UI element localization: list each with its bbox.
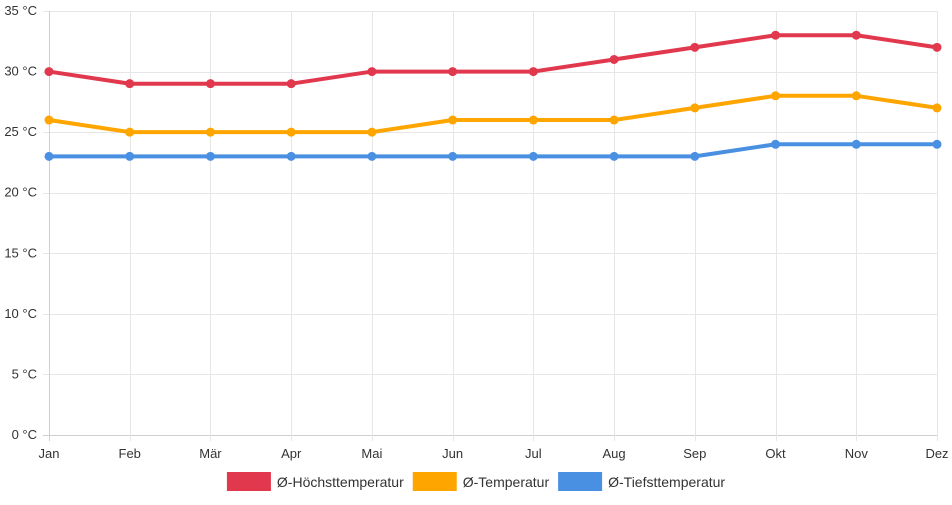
legend: Ø-Höchsttemperatur Ø-Temperatur Ø-Tiefstte… xyxy=(226,472,725,491)
data-point xyxy=(771,139,781,149)
data-point xyxy=(932,103,942,113)
y-tick-label: 35 °C xyxy=(4,3,37,18)
data-point xyxy=(125,79,135,89)
data-point xyxy=(205,79,215,89)
x-tick-label: Jan xyxy=(39,446,60,461)
data-point xyxy=(448,67,458,77)
data-point xyxy=(690,103,700,113)
axes: 0 °C 5 °C 10 °C 15 °C 20 °C 25 °C 30 °C 35 °C Ja… xyxy=(4,3,948,461)
x-tick-label: Okt xyxy=(765,446,786,461)
legend-label: Ø-Höchsttemperatur xyxy=(277,474,404,490)
x-tick-label: Dez xyxy=(925,446,948,461)
x-tick-label: Nov xyxy=(845,446,869,461)
x-tick-label: Mär xyxy=(199,446,222,461)
x-tick-label: Mai xyxy=(361,446,382,461)
data-point xyxy=(528,115,538,125)
data-point xyxy=(771,91,781,101)
data-point xyxy=(851,139,861,149)
series-Ø-Tiefsttemperatur xyxy=(44,139,942,161)
data-point xyxy=(609,115,619,125)
y-tick-label: 20 °C xyxy=(4,185,37,200)
y-tick-label: 30 °C xyxy=(4,64,37,79)
data-point xyxy=(448,115,458,125)
x-tick-label: Sep xyxy=(683,446,706,461)
series-line xyxy=(47,93,939,135)
series-line xyxy=(47,142,939,159)
data-point xyxy=(367,151,377,161)
data-point xyxy=(125,151,135,161)
data-point xyxy=(44,115,54,125)
data-point xyxy=(44,67,54,77)
data-point xyxy=(528,67,538,77)
data-point xyxy=(286,151,296,161)
y-tick-label: 25 °C xyxy=(4,124,37,139)
data-point xyxy=(851,91,861,101)
legend-item[interactable]: Ø-Höchsttemperatur xyxy=(226,472,404,491)
x-tick-label: Jun xyxy=(442,446,463,461)
data-point xyxy=(286,127,296,137)
data-point xyxy=(851,30,861,40)
y-tick-label: 5 °C xyxy=(12,366,37,381)
legend-item[interactable]: Ø-Temperatur xyxy=(412,472,550,491)
x-tick-label: Apr xyxy=(281,446,302,461)
legend-item[interactable]: Ø-Tiefsttemperatur xyxy=(558,472,725,491)
data-point xyxy=(609,151,619,161)
grid xyxy=(43,11,938,441)
x-tick-label: Jul xyxy=(525,446,542,461)
series-Ø-Höchsttemperatur xyxy=(44,30,942,89)
data-point xyxy=(932,139,942,149)
x-tick-label: Aug xyxy=(603,446,626,461)
data-point xyxy=(367,67,377,77)
data-point xyxy=(44,151,54,161)
legend-swatch xyxy=(226,472,271,491)
series-line xyxy=(47,33,939,86)
data-point xyxy=(771,30,781,40)
legend-swatch xyxy=(558,472,603,491)
data-point xyxy=(125,127,135,137)
legend-swatch xyxy=(412,472,457,491)
x-tick-label: Feb xyxy=(119,446,141,461)
legend-label: Ø-Temperatur xyxy=(463,474,550,490)
data-point xyxy=(286,79,296,89)
legend-label: Ø-Tiefsttemperatur xyxy=(608,474,725,490)
data-point xyxy=(448,151,458,161)
data-point xyxy=(205,127,215,137)
y-tick-label: 10 °C xyxy=(4,306,37,321)
data-point xyxy=(690,42,700,52)
data-point xyxy=(528,151,538,161)
y-tick-label: 15 °C xyxy=(4,245,37,260)
data-point xyxy=(690,151,700,161)
data-point xyxy=(609,54,619,64)
data-point xyxy=(932,42,942,52)
data-point xyxy=(205,151,215,161)
series-Ø-Temperatur xyxy=(44,91,942,137)
data-point xyxy=(367,127,377,137)
y-tick-label: 0 °C xyxy=(12,427,37,442)
series-lines xyxy=(44,30,942,161)
